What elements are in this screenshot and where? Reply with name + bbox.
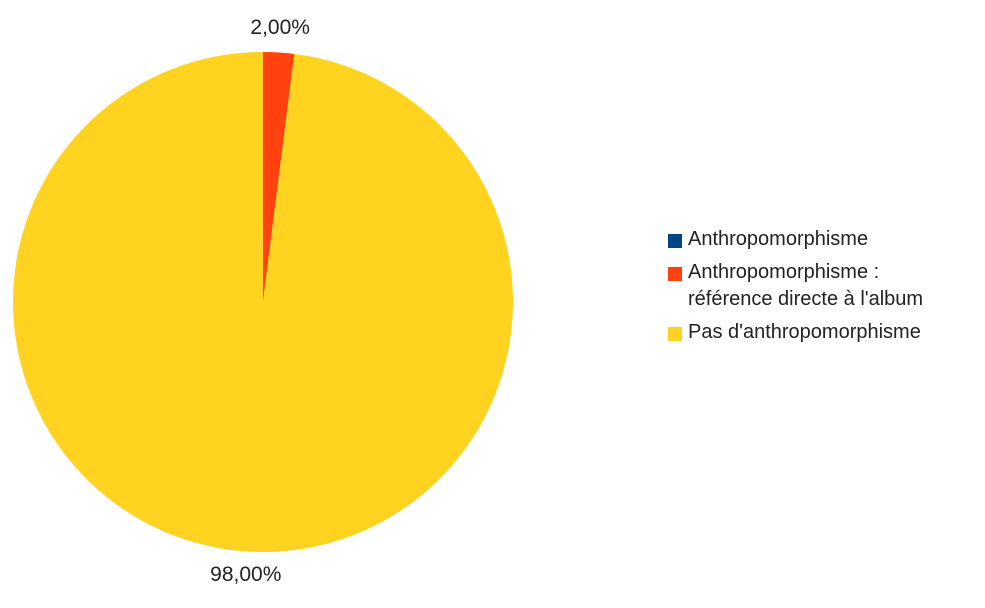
legend-item-reference-directe: Anthropomorphisme : référence directe à … [668, 259, 978, 313]
legend-item-anthropomorphisme: Anthropomorphisme [668, 226, 978, 253]
legend-label-pas-anthropomorphisme: Pas d'anthropomorphisme [688, 321, 921, 343]
legend-label-anthropomorphisme: Anthropomorphisme [688, 228, 869, 250]
pie-slice-pas-anthropomorphisme [13, 52, 514, 552]
pie-slice-reference-directe [263, 52, 295, 302]
pie-data-labels: 2,00% 98,00% [210, 16, 310, 586]
pie-slices [13, 52, 514, 552]
legend: Anthropomorphisme Anthropomorphisme : ré… [668, 226, 978, 352]
legend-item-pas-anthropomorphisme: Pas d'anthropomorphisme [668, 319, 978, 346]
data-label-reference-directe: 2,00% [250, 16, 310, 39]
legend-swatch-anthropomorphisme [668, 234, 682, 248]
legend-swatch-reference-directe [668, 267, 682, 281]
data-label-pas-anthropomorphisme: 98,00% [210, 563, 281, 586]
legend-label-reference-directe: Anthropomorphisme : référence directe à … [688, 261, 924, 310]
legend-swatch-pas-anthropomorphisme [668, 327, 682, 341]
